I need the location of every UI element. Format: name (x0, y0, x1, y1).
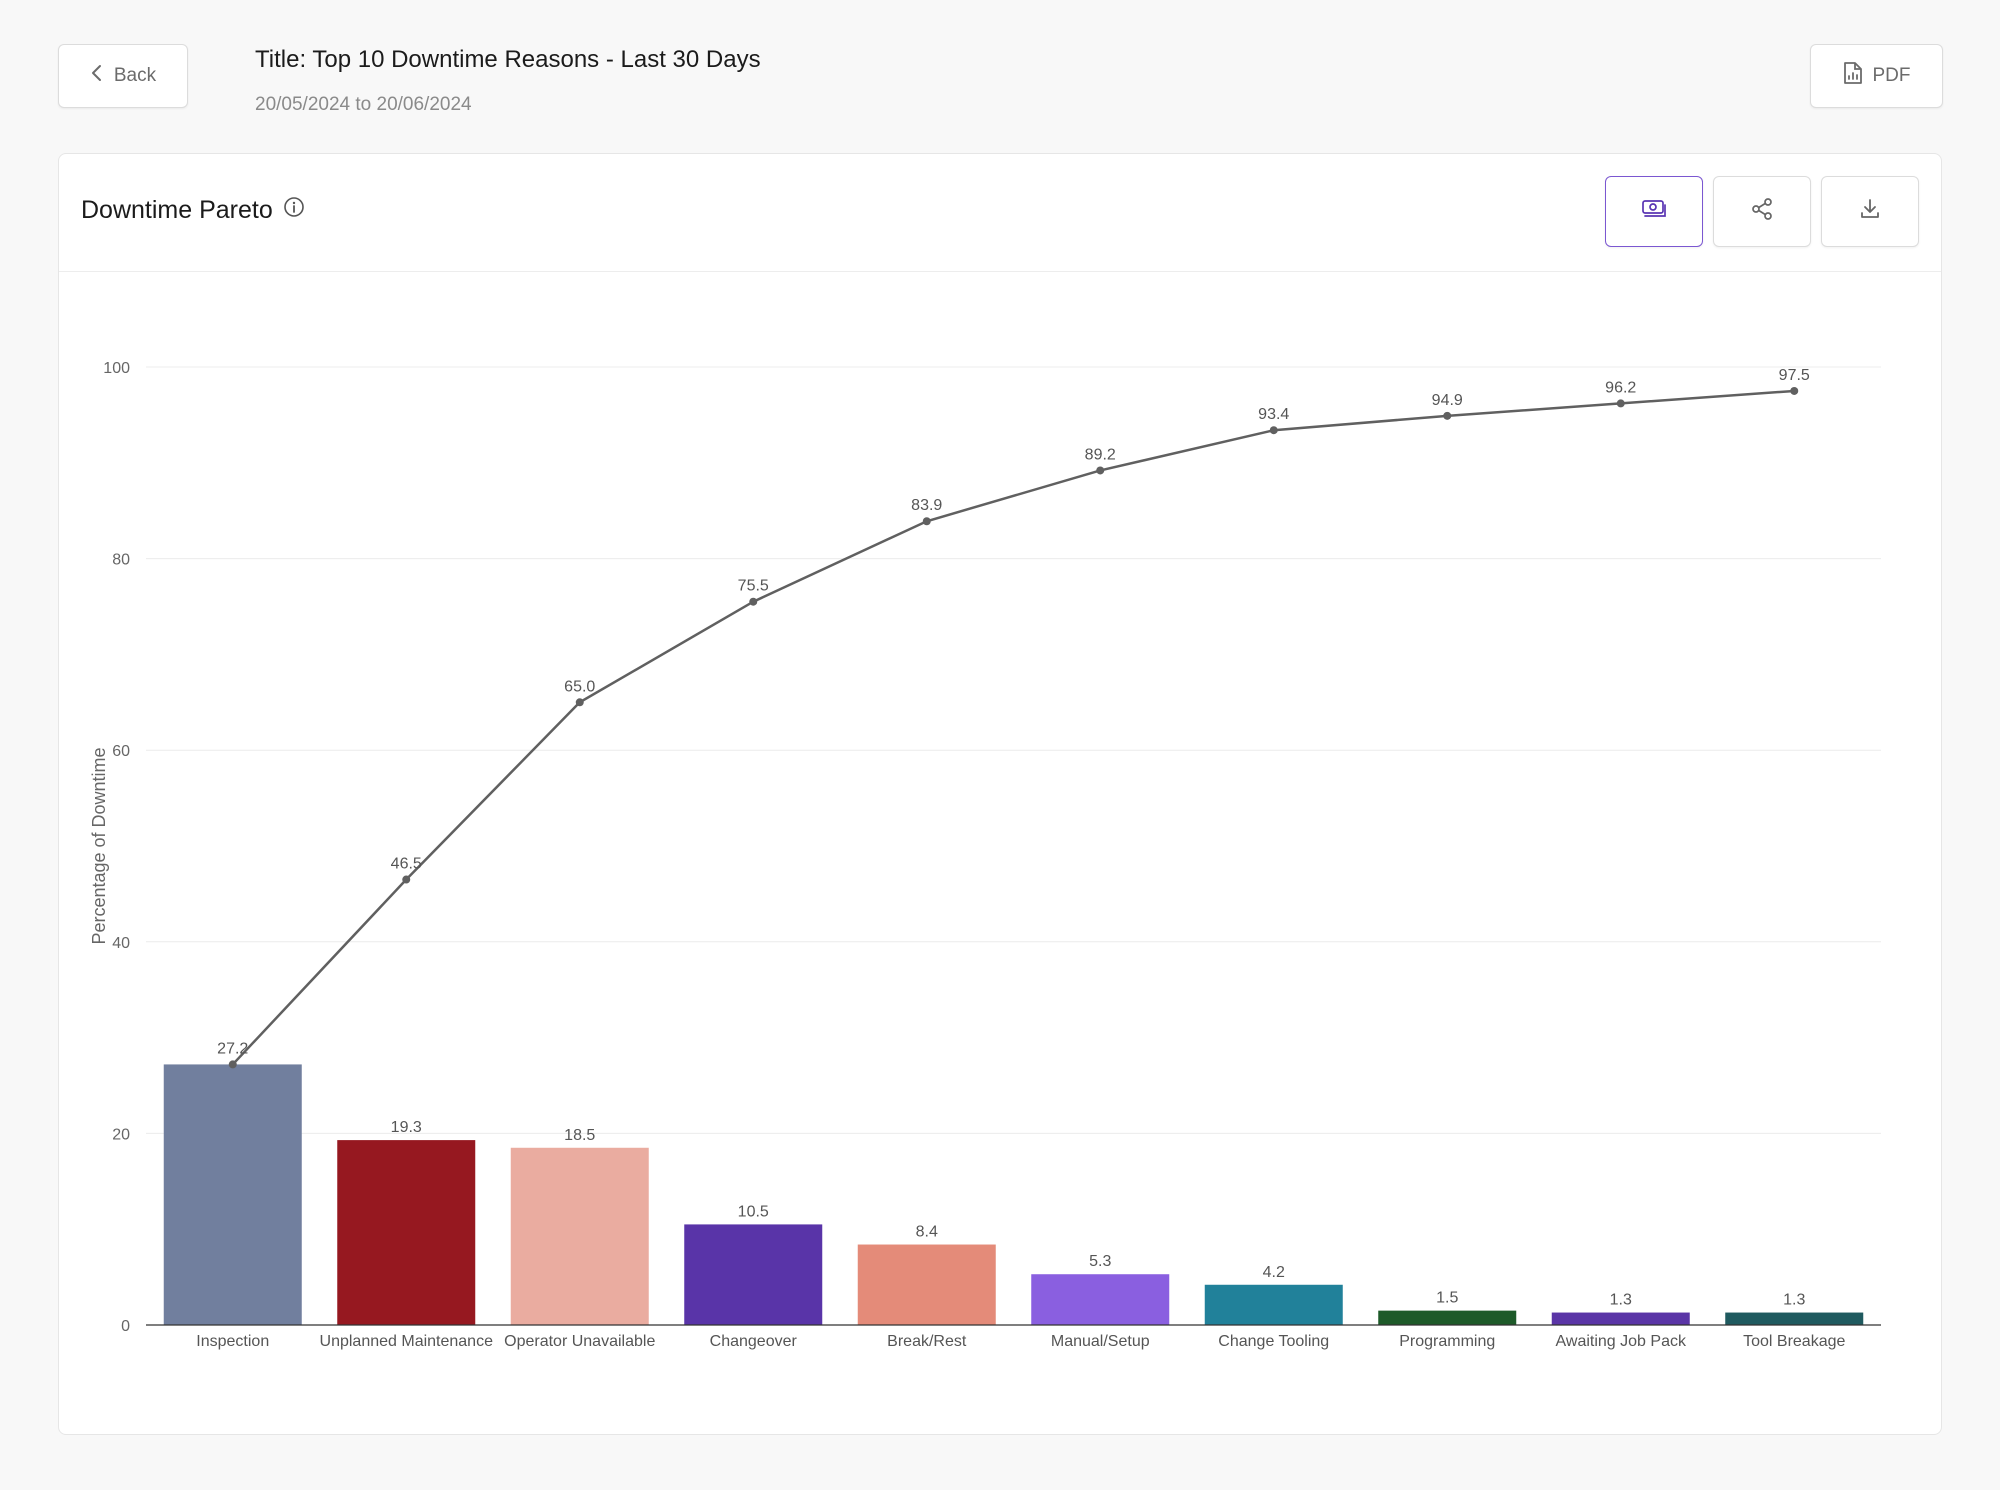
cumulative-point (1096, 466, 1105, 475)
card-title: Downtime Pareto (81, 196, 273, 224)
x-tick-label: Inspection (196, 1333, 269, 1350)
bar-value-label: 8.4 (916, 1224, 938, 1241)
download-button[interactable] (1821, 176, 1919, 247)
x-tick-label: Break/Rest (887, 1333, 967, 1350)
bar-value-label: 1.3 (1610, 1292, 1632, 1309)
bar (337, 1140, 476, 1325)
cumulative-point (228, 1060, 237, 1069)
x-tick-label: Changeover (710, 1333, 798, 1350)
currency-view-button[interactable] (1605, 176, 1703, 247)
y-tick-label: 80 (112, 552, 130, 569)
x-tick-label: Unplanned Maintenance (320, 1333, 494, 1350)
pareto-chart: 0 20 40 60 80 100 Percentage of Downtime 19.3 18… (89, 360, 1881, 1350)
cumulative-value-label: 65.0 (564, 678, 595, 695)
download-icon (1859, 197, 1881, 226)
bar-value-label: 4.2 (1263, 1264, 1285, 1281)
cumulative-value-label: 93.4 (1258, 406, 1289, 423)
pdf-export-button[interactable]: PDF (1810, 44, 1943, 108)
bar (1378, 1310, 1517, 1325)
cumulative-point (1269, 426, 1278, 435)
bar (510, 1147, 649, 1325)
bar-value-label: 10.5 (738, 1203, 769, 1220)
y-tick-label: 0 (121, 1318, 130, 1335)
card-title-wrap: Downtime Pareto (81, 196, 305, 225)
y-tick-label: 100 (103, 360, 130, 377)
cumulative-value-label: 97.5 (1779, 367, 1810, 384)
cumulative-point (402, 875, 411, 884)
cumulative-value-label: 94.9 (1432, 392, 1463, 409)
info-icon[interactable] (283, 196, 305, 225)
back-label: Back (113, 65, 157, 86)
share-button[interactable] (1713, 176, 1811, 247)
cumulative-value-label: 89.2 (1085, 446, 1116, 463)
cumulative-value-label: 83.9 (911, 497, 942, 514)
cumulative-value-label: 27.2 (217, 1040, 248, 1057)
bar (1725, 1312, 1864, 1325)
cumulative-point (1443, 411, 1452, 420)
x-tick-label: Programming (1399, 1333, 1495, 1350)
cumulative-point (1790, 386, 1799, 395)
bar-value-label: 1.5 (1436, 1290, 1458, 1307)
bar (684, 1224, 823, 1325)
chart-area: 0 20 40 60 80 100 Percentage of Downtime 19.3 18… (59, 272, 1941, 1432)
cumulative-value-label: 96.2 (1605, 379, 1636, 396)
bar (1551, 1312, 1690, 1325)
cumulative-point (922, 517, 931, 526)
bar-value-label: 5.3 (1089, 1253, 1111, 1270)
cumulative-point (575, 698, 584, 707)
share-icon (1750, 197, 1774, 226)
cumulative-point (1616, 399, 1625, 408)
cumulative-value-label: 75.5 (738, 578, 769, 595)
bar-value-label: 1.3 (1783, 1292, 1805, 1309)
x-tick-label: Operator Unavailable (504, 1333, 655, 1350)
y-tick-label: 20 (112, 1126, 130, 1143)
cumulative-value-label: 46.5 (391, 856, 422, 873)
money-icon (1641, 198, 1667, 225)
x-tick-label: Tool Breakage (1743, 1333, 1845, 1350)
y-tick-label: 60 (112, 743, 130, 760)
page-title: Title: Top 10 Downtime Reasons - Last 30… (255, 46, 761, 73)
cumulative-line (231, 389, 1795, 1066)
pdf-file-icon (1843, 61, 1863, 91)
bar (1031, 1274, 1170, 1325)
x-tick-label: Manual/Setup (1051, 1333, 1150, 1350)
date-range: 20/05/2024 to 20/06/2024 (255, 94, 472, 115)
card-header: Downtime Pareto (59, 154, 1941, 272)
bar (857, 1244, 996, 1325)
chevron-left-icon (90, 64, 104, 88)
chart-card: Downtime Pareto 0 20 40 60 80 100 Percentage o… (58, 153, 1942, 1435)
bar-value-label: 19.3 (391, 1119, 422, 1136)
cumulative-point (749, 597, 758, 606)
bar-value-label: 18.5 (564, 1127, 595, 1144)
y-axis-label: Percentage of Downtime (89, 747, 109, 944)
pdf-label: PDF (1872, 65, 1911, 86)
bar (1204, 1284, 1343, 1325)
back-button[interactable]: Back (58, 44, 188, 108)
y-tick-label: 40 (112, 935, 130, 952)
x-tick-label: Change Tooling (1218, 1333, 1329, 1350)
bar (163, 1064, 302, 1325)
x-tick-label: Awaiting Job Pack (1556, 1333, 1687, 1350)
